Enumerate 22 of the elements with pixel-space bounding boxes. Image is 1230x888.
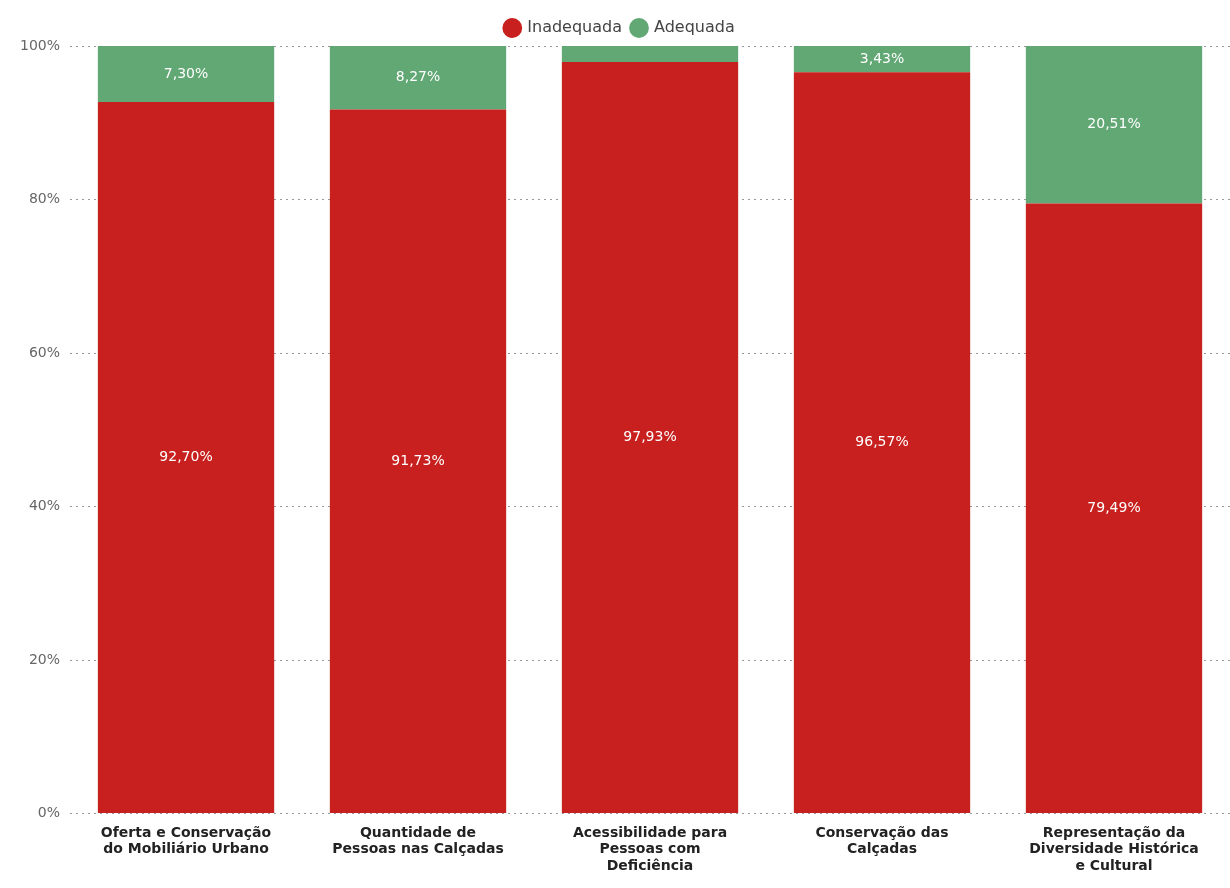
data-label: 7,30%	[163, 64, 209, 81]
y-tick-label: 40%	[28, 497, 61, 514]
x-tick-label: Quantidade de Pessoas nas Calçadas	[332, 823, 504, 857]
data-label: 96,57%	[855, 433, 909, 450]
legend-label: Inadequada	[527, 17, 623, 37]
data-label: 92,70%	[159, 448, 213, 465]
data-label: 91,73%	[391, 451, 445, 468]
data-label: 8,27%	[395, 68, 441, 85]
y-tick-label: 80%	[28, 190, 61, 207]
data-label: 79,49%	[1087, 498, 1141, 515]
y-tick-label: 0%	[37, 804, 61, 821]
data-label: 3,43%	[859, 49, 905, 66]
data-label: 97,93%	[623, 428, 677, 445]
y-tick-label: 20%	[28, 650, 61, 667]
x-tick-label: Conservação das Calçadas	[815, 823, 949, 857]
x-tick-label: Oferta e Conservação do Mobiliário Urbano	[100, 823, 272, 857]
y-tick-label: 60%	[28, 343, 61, 360]
x-tick-label: Representação da Diversidade Histórica e Cultural	[1029, 823, 1199, 874]
data-label: 20,51%	[1087, 115, 1141, 132]
y-tick-label: 100%	[19, 36, 61, 53]
x-tick-label: Acessibilidade para Pessoas com Deficiência	[572, 823, 728, 874]
legend-label: Adequada	[654, 17, 735, 37]
